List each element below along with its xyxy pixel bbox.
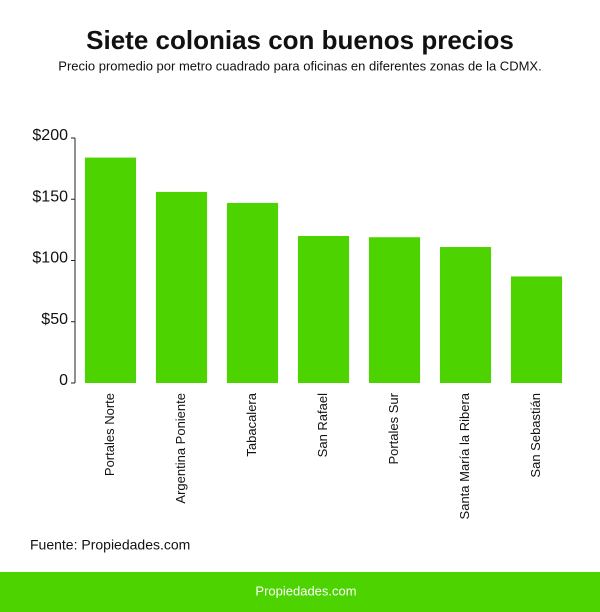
bar: [297, 236, 350, 383]
bar: [84, 157, 137, 383]
x-tick-label: Portales Sur: [386, 392, 401, 464]
bar: [439, 247, 492, 383]
y-tick-label: $50: [41, 311, 68, 328]
x-tick-label: Tabacalera: [244, 392, 259, 456]
bar: [155, 191, 208, 383]
source-note: Fuente: Propiedades.com: [30, 537, 190, 553]
footer-band: [0, 572, 600, 612]
y-tick-label: $150: [32, 188, 68, 205]
x-tick-label: Argentina Poniente: [173, 393, 188, 504]
bar: [510, 276, 563, 383]
y-tick-label: $200: [32, 127, 68, 144]
x-tick-label: Santa María la Ribera: [457, 392, 472, 519]
x-tick-label: San Rafael: [315, 393, 330, 457]
x-tick-label: San Sebastián: [528, 393, 543, 478]
chart-subtitle: Precio promedio por metro cuadrado para …: [58, 58, 541, 73]
y-tick-label: 0: [59, 372, 68, 389]
bar: [226, 202, 279, 383]
chart-title: Siete colonias con buenos precios: [86, 25, 514, 55]
x-tick-label: Portales Norte: [102, 393, 117, 476]
bar: [368, 237, 421, 383]
y-tick-label: $100: [32, 250, 68, 267]
footer-brand: Propiedades.com: [255, 583, 356, 598]
